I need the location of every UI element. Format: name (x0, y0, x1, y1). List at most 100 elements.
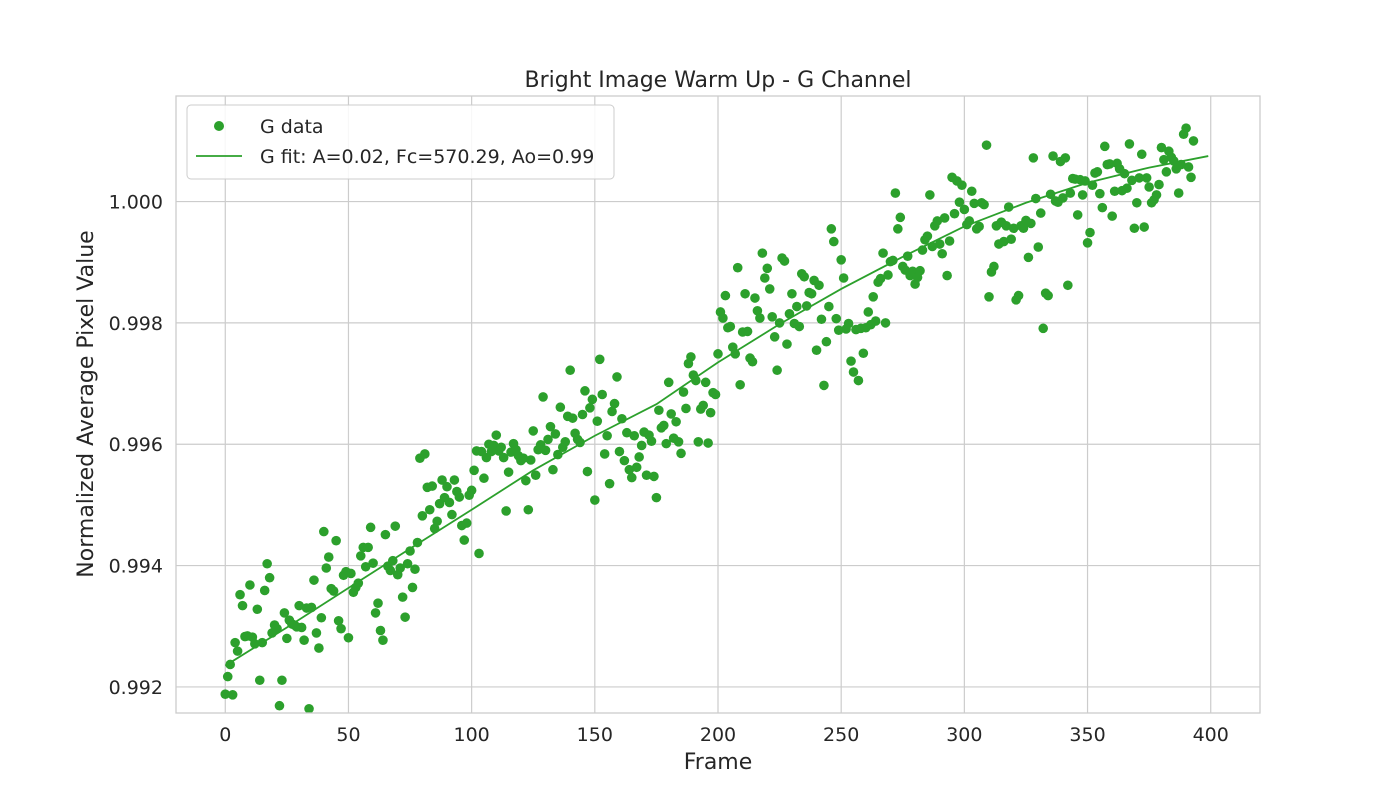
data-point (811, 345, 822, 356)
data-point (853, 375, 864, 386)
legend-label-data: G data (260, 116, 324, 138)
data-point (555, 402, 566, 413)
data-point (769, 332, 780, 342)
data-point (858, 348, 869, 359)
data-point (703, 438, 713, 448)
data-point (319, 526, 329, 537)
data-point (651, 492, 662, 503)
data-point (863, 307, 874, 317)
data-point (294, 600, 304, 611)
data-point (979, 199, 989, 210)
data-point (353, 578, 364, 588)
data-point (1144, 182, 1154, 192)
data-point (503, 467, 514, 477)
data-point (631, 462, 642, 473)
data-point (385, 565, 396, 576)
data-point (614, 446, 625, 457)
data-point (1082, 238, 1093, 248)
data-point (1156, 142, 1167, 153)
data-point (245, 580, 255, 590)
data-point (442, 481, 452, 492)
data-point (565, 365, 575, 376)
data-point (479, 473, 489, 484)
data-point (432, 516, 442, 527)
data-points (220, 123, 1199, 714)
data-point (740, 288, 750, 299)
x-axis-label: Frame (684, 750, 753, 775)
data-point (538, 392, 548, 402)
data-point (1107, 211, 1117, 221)
data-point (1085, 227, 1095, 238)
legend-box (186, 104, 615, 180)
data-point (998, 236, 1009, 247)
data-point (681, 403, 691, 414)
data-point (1023, 252, 1034, 263)
data-point (370, 608, 381, 618)
y-tick-labels: 0.992 0.994 0.996 0.998 1.000 (109, 192, 163, 699)
data-point (801, 301, 812, 311)
data-point (336, 623, 346, 634)
data-point (407, 582, 418, 593)
data-point (466, 485, 477, 496)
data-point (400, 612, 410, 622)
data-point (693, 437, 704, 447)
data-point (252, 604, 263, 615)
data-point (1095, 188, 1105, 199)
data-point (412, 537, 423, 548)
data-point (720, 290, 731, 301)
data-point (540, 445, 551, 456)
data-point (686, 352, 696, 362)
data-point (1063, 280, 1073, 291)
data-point (410, 564, 420, 575)
data-point (824, 301, 834, 312)
data-point (427, 481, 438, 491)
data-point (567, 413, 578, 423)
data-point (575, 437, 585, 448)
data-point (1060, 153, 1071, 163)
data-point (659, 420, 669, 431)
data-point (363, 542, 373, 553)
data-point (764, 284, 775, 294)
data-point (469, 465, 479, 476)
data-point (974, 221, 984, 232)
data-point (1072, 210, 1083, 220)
data-point (1035, 208, 1046, 218)
data-point (806, 288, 817, 299)
data-point (530, 470, 541, 480)
data-point (323, 552, 334, 562)
data-point (296, 622, 307, 633)
data-point (925, 190, 935, 200)
data-point (1161, 167, 1172, 177)
data-point (880, 318, 891, 328)
data-point (730, 349, 741, 359)
data-point (671, 416, 681, 427)
data-point (767, 312, 777, 322)
data-point (602, 430, 612, 441)
data-point (1065, 188, 1076, 198)
data-point (964, 216, 975, 226)
data-point (735, 379, 745, 390)
data-point (710, 389, 721, 400)
data-point (649, 471, 659, 482)
data-point (698, 400, 709, 411)
data-point (437, 475, 447, 485)
data-point (617, 413, 627, 424)
data-point (833, 325, 844, 335)
x-tick-label: 50 (336, 724, 360, 746)
data-point (984, 292, 994, 302)
data-point (1173, 188, 1184, 198)
data-point (274, 700, 285, 711)
data-point (883, 270, 893, 280)
data-point (1043, 290, 1053, 301)
data-point (732, 262, 743, 273)
data-point (893, 224, 903, 234)
data-point (641, 470, 652, 480)
data-point (355, 551, 366, 561)
x-tick-labels: 0 50 100 150 200 250 300 350 400 (219, 724, 1229, 746)
data-point (1080, 176, 1090, 186)
data-point (424, 504, 435, 515)
data-point (831, 313, 842, 324)
data-point (1099, 141, 1110, 152)
legend: G data G fit: A=0.02, Fc=570.29, Ao=0.99 (186, 104, 615, 180)
